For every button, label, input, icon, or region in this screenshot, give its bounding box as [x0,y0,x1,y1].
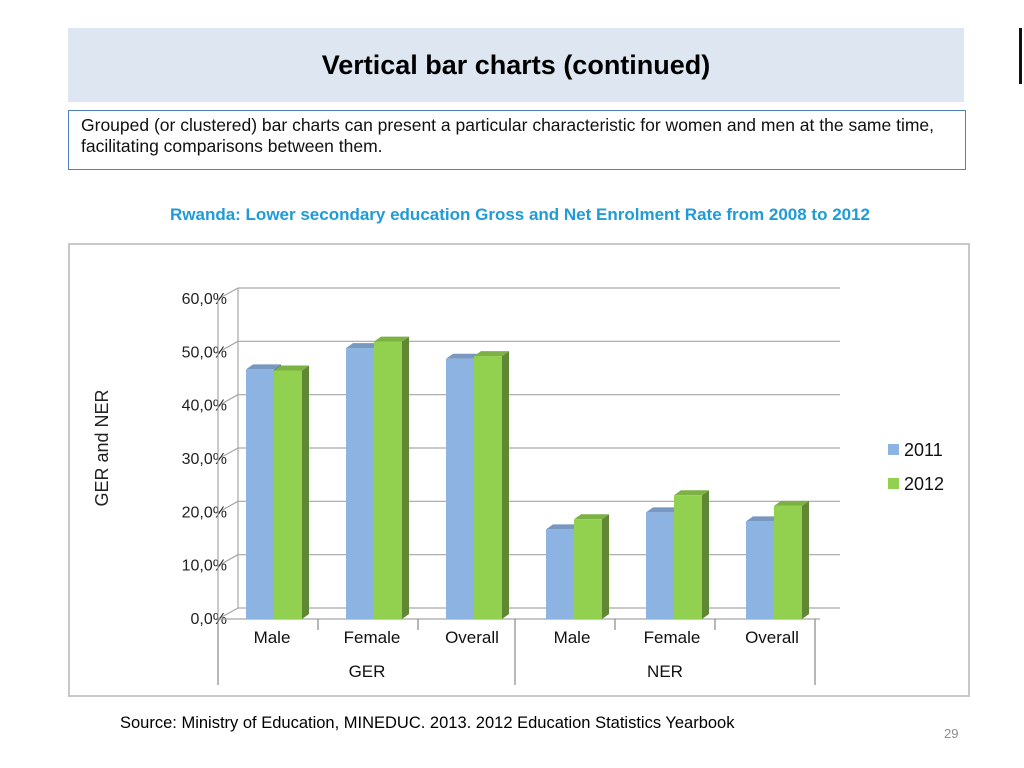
bar-top [746,516,781,522]
chart-title: Rwanda: Lower secondary education Gross … [169,205,871,224]
source-note: Source: Ministry of Education, MINEDUC. … [120,714,735,732]
bar [746,521,774,619]
group-label: GER [349,662,386,681]
y-axis-label: GER and NER [92,389,112,506]
x-tick-label: Overall [445,628,499,647]
bar-top [346,343,381,349]
legend-label: 2011 [904,440,943,460]
bar-top [646,507,681,513]
title-band: Vertical bar charts (continued) [68,28,964,102]
x-tick-label: Female [344,628,401,647]
gridline-depth [217,554,239,567]
description-text: Grouped (or clustered) bar charts can pr… [81,115,935,156]
bar [446,358,474,619]
bar-top [574,514,609,520]
gridline-depth [217,607,239,620]
bar [774,505,802,619]
bar [674,495,702,619]
bar [374,341,402,619]
y-tick-label: 60,0% [182,291,227,308]
gridline-depth [217,447,239,460]
slide-title: Vertical bar charts (continued) [321,49,711,80]
bar-chart: 0,0%10,0%20,0%30,0%40,0%50,0%60,0%GER an… [92,287,944,685]
legend-swatch [888,444,899,455]
x-tick-label: Male [254,628,291,647]
y-tick-label: 30,0% [182,451,227,468]
bar [646,512,674,619]
bar-side [402,336,409,619]
bar-side [702,490,709,619]
legend-swatch [888,478,899,489]
x-tick-label: Female [644,628,701,647]
bar [546,529,574,619]
bar [474,356,502,619]
x-tick-label: Overall [745,628,799,647]
y-tick-label: 50,0% [182,344,227,361]
bar [246,369,274,619]
y-tick-label: 40,0% [182,398,227,415]
bar-side [502,351,509,619]
gridline-depth [217,287,239,300]
bar-side [302,365,309,619]
bar-top [474,351,509,357]
y-tick-label: 10,0% [182,558,227,575]
group-label: NER [647,662,683,681]
bar-side [602,514,609,619]
bar-top [246,364,281,370]
bar-side [802,500,809,619]
gridline-depth [217,500,239,513]
bar-top [446,353,481,359]
edge-marker [1019,28,1022,84]
bar-top [274,365,309,371]
bar-top [374,336,409,342]
bar [574,519,602,619]
legend-label: 2012 [904,474,944,494]
page-number: 29 [944,726,959,741]
bar-top [674,490,709,496]
bar [346,348,374,619]
description-box: Grouped (or clustered) bar charts can pr… [68,110,966,170]
chart-frame: 0,0% 10,0% 20,0% 30,0% 40,0% 50,0% 60,0% GER an… [68,243,970,697]
bar [274,370,302,619]
y-tick-label: 20,0% [182,504,227,521]
gridline-depth [217,340,239,353]
bar-top [546,524,581,530]
gridline-depth [217,394,239,407]
bar-top [774,500,809,506]
x-tick-label: Male [554,628,591,647]
